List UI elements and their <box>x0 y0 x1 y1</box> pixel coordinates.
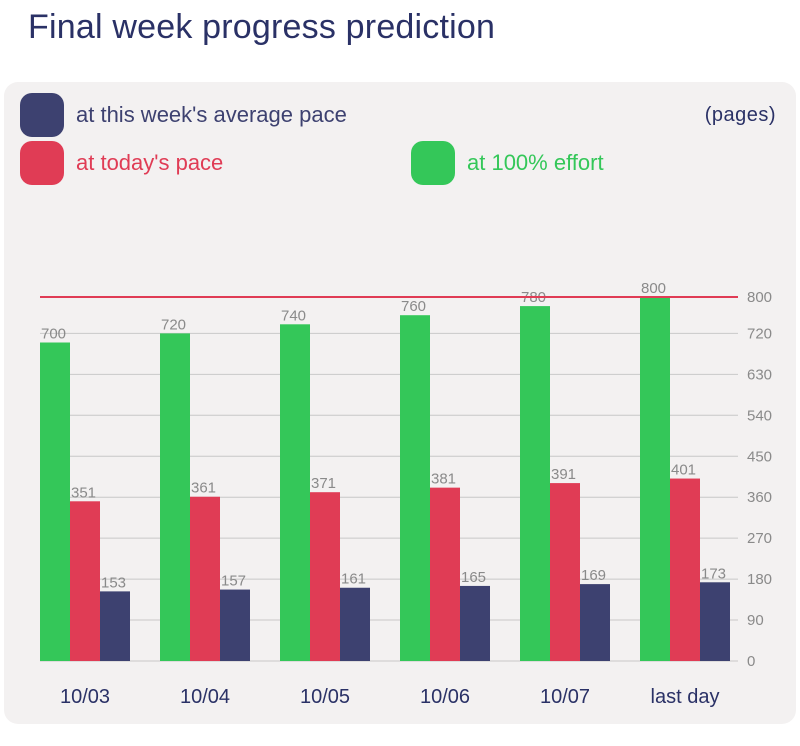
data-label-average: 153 <box>101 574 126 591</box>
x-category-label: last day <box>651 686 720 708</box>
legend-item-today: at today's pace <box>20 141 223 185</box>
data-label-effort: 760 <box>401 298 426 315</box>
y-tick-label: 0 <box>747 653 755 670</box>
bar-effort <box>640 297 670 661</box>
legend-swatch-average <box>20 93 64 137</box>
data-label-average: 173 <box>701 565 726 582</box>
data-label-today: 351 <box>71 484 96 501</box>
data-label-average: 157 <box>221 573 246 590</box>
y-tick-label: 90 <box>747 612 764 629</box>
bar-today <box>190 496 220 661</box>
data-label-average: 161 <box>341 571 366 588</box>
y-tick-label: 720 <box>747 325 772 342</box>
y-tick-label: 630 <box>747 366 772 383</box>
y-tick-label: 450 <box>747 448 772 465</box>
legend-item-average: at this week's average pace <box>20 93 347 137</box>
bar-today <box>430 487 460 661</box>
bar-effort <box>40 342 70 661</box>
legend-swatch-effort <box>411 141 455 185</box>
data-label-today: 361 <box>191 480 216 497</box>
data-label-effort: 720 <box>161 316 186 333</box>
y-tick-label: 270 <box>747 530 772 547</box>
bar-average <box>700 582 730 661</box>
legend-item-effort: at 100% effort <box>411 141 604 185</box>
data-label-today: 381 <box>431 471 456 488</box>
bar-average <box>580 584 610 661</box>
data-label-today: 401 <box>671 462 696 479</box>
y-tick-label: 540 <box>747 407 772 424</box>
x-category-label: 10/05 <box>300 686 350 708</box>
data-label-today: 391 <box>551 466 576 483</box>
legend-label-today: at today's pace <box>76 150 224 175</box>
data-label-effort: 740 <box>281 307 306 324</box>
data-label-effort: 800 <box>641 280 666 297</box>
bar-average <box>460 585 490 661</box>
bar-today <box>670 478 700 661</box>
data-label-effort: 700 <box>41 326 66 343</box>
data-label-average: 169 <box>581 567 606 584</box>
bar-effort <box>280 324 310 661</box>
data-label-average: 165 <box>461 569 486 586</box>
bar-effort <box>160 333 190 661</box>
bar-today <box>70 501 100 661</box>
bar-today <box>550 483 580 661</box>
legend-swatch-today <box>20 141 64 185</box>
bar-effort <box>400 315 430 661</box>
y-tick-label: 180 <box>747 571 772 588</box>
bar-effort <box>520 306 550 661</box>
data-label-today: 371 <box>311 475 336 492</box>
x-category-label: 10/06 <box>420 686 470 708</box>
x-category-label: 10/07 <box>540 686 590 708</box>
unit-label: (pages) <box>704 104 776 126</box>
bar-average <box>340 587 370 661</box>
legend-label-effort: at 100% effort <box>467 150 604 175</box>
page-title: Final week progress prediction <box>28 8 496 46</box>
bar-average <box>220 589 250 661</box>
x-category-label: 10/04 <box>180 686 230 708</box>
x-category-label: 10/03 <box>60 686 110 708</box>
bar-average <box>100 591 130 661</box>
legend-label-average: at this week's average pace <box>76 102 347 127</box>
y-tick-label: 360 <box>747 489 772 506</box>
y-tick-label: 800 <box>747 289 772 306</box>
bar-today <box>310 492 340 661</box>
